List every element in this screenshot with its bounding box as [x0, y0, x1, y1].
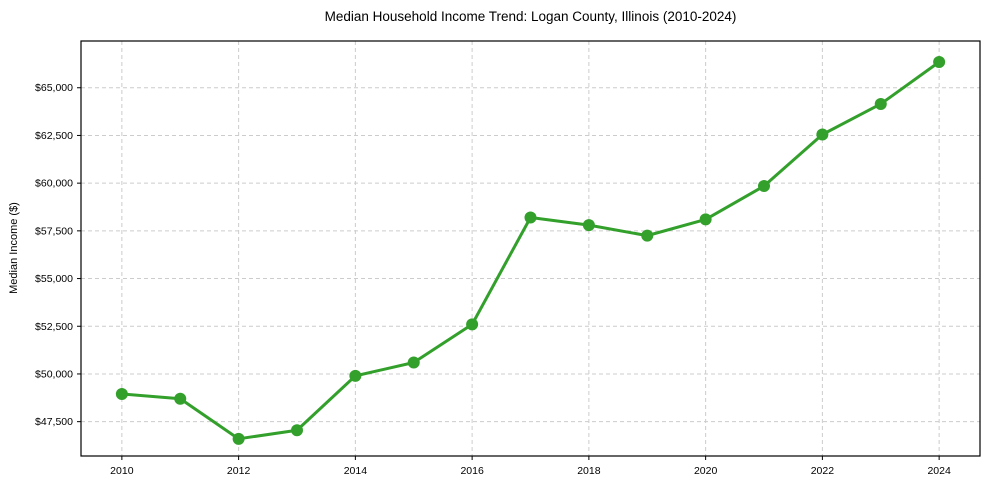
data-point-2024: [933, 55, 946, 68]
data-point-2014: [349, 369, 362, 382]
data-point-2012: [232, 432, 245, 445]
data-point-2020: [699, 213, 712, 226]
y-tick-label: $65,000: [35, 82, 73, 94]
x-tick-label: 2016: [460, 465, 484, 477]
y-tick-label: $52,500: [35, 321, 73, 333]
plot-border: [80, 40, 981, 457]
y-tick-label: $60,000: [35, 178, 73, 190]
data-point-2018: [582, 219, 595, 232]
x-tick-label: 2012: [227, 465, 251, 477]
x-tick-label: 2018: [577, 465, 601, 477]
trend-line: [120, 60, 941, 441]
data-point-2019: [641, 229, 654, 242]
y-tick-label: $50,000: [35, 368, 73, 380]
data-point-2011: [174, 392, 187, 405]
x-tick-label: 2020: [694, 465, 718, 477]
data-point-2010: [115, 387, 128, 400]
y-tick-label: $47,500: [35, 416, 73, 428]
data-point-2023: [874, 97, 887, 110]
x-tick-label: 2010: [110, 465, 134, 477]
data-point-2022: [816, 128, 829, 141]
x-tick-label: 2022: [811, 465, 835, 477]
y-tick-label: $62,500: [35, 130, 73, 142]
x-tick-label: 2014: [344, 465, 368, 477]
data-point-2015: [407, 356, 420, 369]
y-tick-label: $57,500: [35, 225, 73, 237]
x-tick-label: 2024: [927, 465, 951, 477]
data-point-2017: [524, 211, 537, 224]
data-point-2021: [758, 180, 771, 193]
y-tick-label: $55,000: [35, 273, 73, 285]
data-point-2016: [466, 318, 479, 331]
chart-title: Median Household Income Trend: Logan Cou…: [324, 9, 737, 24]
data-point-2013: [290, 424, 303, 437]
